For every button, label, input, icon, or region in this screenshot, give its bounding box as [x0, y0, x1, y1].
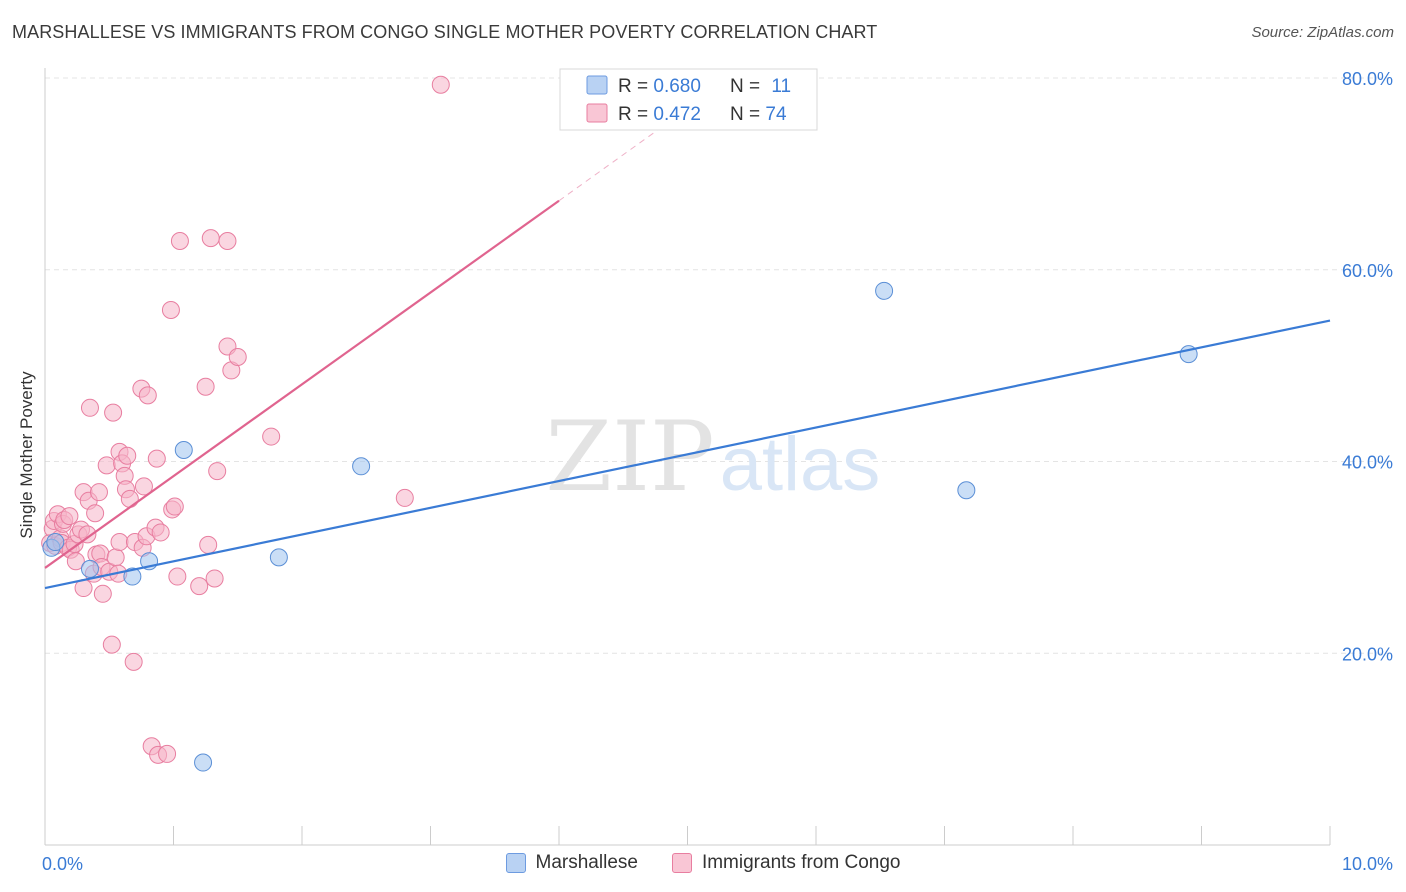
chart-title: MARSHALLESE VS IMMIGRANTS FROM CONGO SIN…: [12, 22, 878, 42]
trend-line-marshallese: [44, 319, 1331, 590]
point-marshallese-9: [875, 281, 894, 300]
watermark-atlas: atlas: [720, 422, 881, 507]
point-congo-64: [208, 462, 227, 481]
legend-r-value-marshallese: 0.680: [653, 76, 701, 97]
point-congo-32: [106, 548, 125, 567]
x-tick-label-1: 10.0%: [1342, 854, 1393, 874]
legend-n-value-congo: 74: [765, 104, 787, 125]
point-congo-50: [147, 449, 166, 468]
gridlines: [45, 77, 1390, 654]
legend-series: Marshallese Immigrants from Congo: [0, 852, 1406, 874]
watermark: ZIP atlas: [545, 401, 880, 513]
point-congo-31: [104, 403, 123, 422]
data-points: [41, 75, 1198, 772]
watermark-zip: ZIP: [545, 401, 714, 513]
trend-lines: [44, 108, 1331, 590]
point-congo-10: [60, 507, 79, 526]
point-congo-40: [120, 489, 139, 508]
point-congo-63: [205, 569, 224, 588]
x-tick-label-0: 0.0%: [42, 854, 83, 874]
legend-r-label-marshallese: R =: [618, 76, 653, 97]
y-tick-label-0: 20.0%: [1342, 644, 1393, 664]
trend-line-extension-congo: [558, 108, 688, 202]
tick-labels: 20.0% 40.0% 60.0% 80.0% 0.0% 10.0%: [42, 69, 1393, 874]
point-congo-58: [170, 231, 189, 250]
legend-item-marshallese[interactable]: Marshallese: [505, 852, 638, 874]
point-marshallese-5: [174, 440, 193, 459]
point-congo-20: [80, 398, 99, 417]
point-congo-28: [97, 456, 116, 475]
legend-n-label-marshallese: N =: [730, 76, 765, 97]
point-congo-13: [66, 552, 85, 571]
svg-text:N = 74: N = 74: [730, 104, 787, 125]
legend-series-label-congo: Immigrants from Congo: [701, 852, 901, 873]
legend-stats: R = 0.680 N = 11 R = 0.472 N = 74: [559, 68, 818, 131]
point-congo-62: [201, 229, 220, 248]
legend-series-swatch-congo: [671, 853, 692, 873]
point-congo-39: [118, 446, 137, 465]
point-congo-45: [134, 477, 153, 496]
axes: [44, 68, 1331, 846]
point-marshallese-2: [80, 559, 99, 578]
point-congo-65: [218, 231, 237, 250]
point-congo-54: [161, 301, 180, 320]
point-congo-59: [190, 577, 209, 596]
point-marshallese-3: [123, 567, 142, 586]
point-congo-70: [395, 488, 414, 507]
legend-n-value-marshallese: 11: [771, 76, 791, 97]
svg-text:R = 0.472: R = 0.472: [618, 104, 701, 125]
legend-series-label-marshallese: Marshallese: [535, 852, 638, 873]
point-congo-57: [168, 567, 187, 586]
point-congo-61: [199, 535, 218, 554]
point-marshallese-10: [957, 481, 976, 500]
point-marshallese-8: [352, 457, 371, 476]
trend-line-congo: [44, 199, 560, 569]
legend-r-value-congo: 0.472: [653, 104, 701, 125]
point-congo-52: [151, 523, 170, 542]
point-congo-27: [93, 584, 112, 603]
point-congo-24: [89, 483, 108, 502]
svg-text:N = 11: N = 11: [730, 76, 791, 97]
point-congo-71: [431, 75, 450, 94]
legend-item-congo[interactable]: Immigrants from Congo: [671, 852, 901, 874]
point-congo-47: [138, 386, 157, 405]
point-marshallese-7: [269, 548, 288, 567]
chart-source: Source: ZipAtlas.com: [1251, 24, 1394, 41]
point-congo-18: [78, 525, 97, 544]
legend-series-swatch-marshallese: [505, 853, 526, 873]
point-congo-68: [228, 347, 247, 366]
y-tick-label-1: 40.0%: [1342, 453, 1393, 473]
point-congo-69: [262, 427, 281, 446]
legend-swatch-marshallese: [586, 75, 608, 95]
point-congo-53: [158, 744, 177, 763]
point-congo-34: [110, 533, 129, 552]
legend-n-label-congo: N =: [730, 104, 765, 125]
point-congo-41: [124, 652, 143, 671]
y-tick-label-2: 60.0%: [1342, 261, 1393, 281]
svg-text:R = 0.680: R = 0.680: [618, 76, 701, 97]
point-congo-22: [86, 504, 105, 523]
y-tick-label-3: 80.0%: [1342, 69, 1393, 89]
legend-swatch-congo: [586, 103, 608, 123]
point-congo-60: [196, 377, 215, 396]
point-marshallese-6: [194, 753, 213, 772]
point-congo-30: [102, 635, 121, 654]
point-marshallese-1: [46, 533, 65, 552]
legend-r-label-congo: R =: [618, 104, 653, 125]
point-congo-56: [165, 497, 184, 516]
y-axis-label: Single Mother Poverty: [17, 371, 36, 539]
